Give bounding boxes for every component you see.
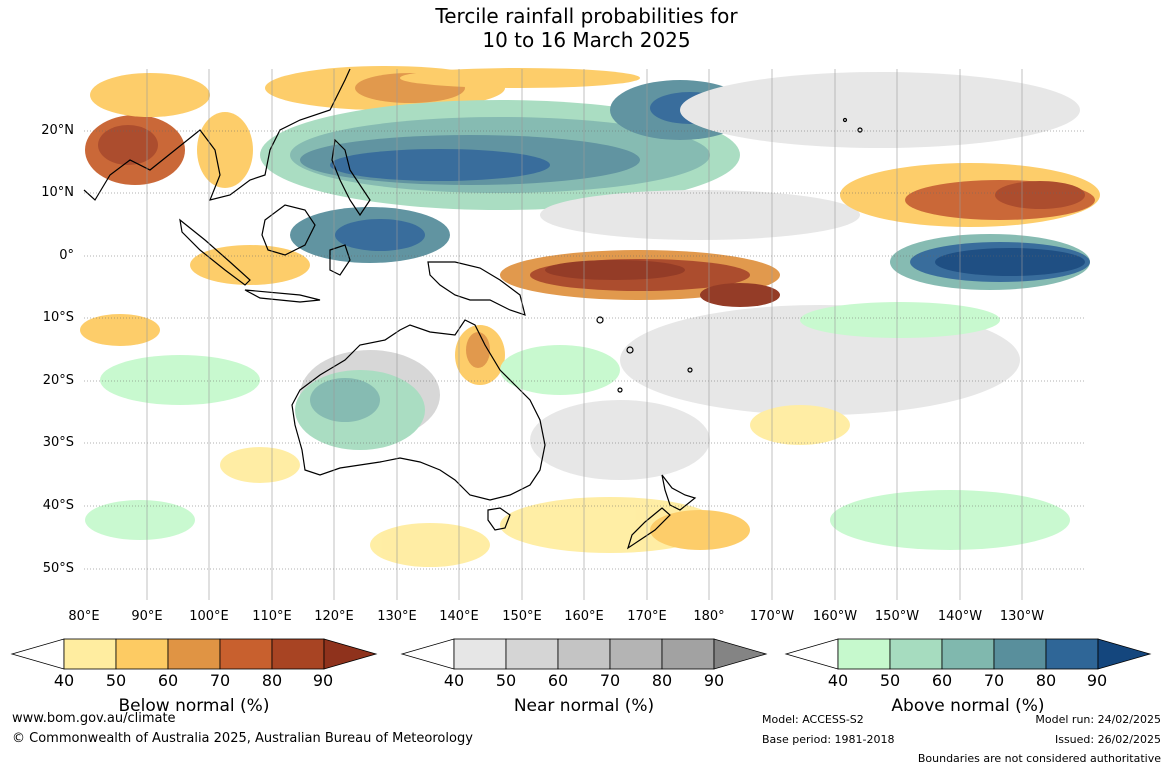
- footer-copyright: © Commonwealth of Australia 2025, Austra…: [12, 731, 473, 746]
- legend-bar-near: [400, 638, 768, 670]
- legend-below-title: Below normal (%): [118, 696, 270, 716]
- footer-model-run: Model run: 24/02/2025: [1035, 713, 1161, 726]
- legend-above-title: Above normal (%): [891, 696, 1045, 716]
- legend-swatch: [557, 638, 611, 670]
- legend-above-tick: 80: [1035, 671, 1057, 690]
- legend-below-tick: 60: [157, 671, 179, 690]
- lon-label-130w: 130°W: [999, 609, 1045, 624]
- legend-swatch: [219, 638, 273, 670]
- lat-label-10s: 10°S: [42, 310, 74, 325]
- legend-near-title: Near normal (%): [513, 696, 655, 716]
- legend-above-tick: 50: [879, 671, 901, 690]
- legend-arrow-high: [1097, 638, 1152, 670]
- lat-label-20s: 20°S: [42, 373, 74, 388]
- lon-label-160w: 160°W: [812, 609, 858, 624]
- legend-above-tick: 40: [827, 671, 849, 690]
- legend-swatch: [271, 638, 325, 670]
- lon-label-80e: 80°E: [68, 609, 100, 624]
- legend-swatch: [167, 638, 221, 670]
- legend-near-tick: 90: [703, 671, 725, 690]
- legend-arrow-high: [323, 638, 378, 670]
- legend-swatch: [837, 638, 891, 670]
- legend-swatch: [453, 638, 507, 670]
- legend-near-tick: 50: [495, 671, 517, 690]
- meridians: [146, 69, 1023, 600]
- legend-below-tick: 90: [312, 671, 334, 690]
- legend-swatch: [63, 638, 117, 670]
- legend-arrow-high: [713, 638, 768, 670]
- lon-label-140w: 140°W: [937, 609, 983, 624]
- footer-boundaries-note: Boundaries are not considered authoritat…: [917, 752, 1161, 765]
- legend-swatch: [1045, 638, 1099, 670]
- lon-label-110e: 110°E: [252, 609, 292, 624]
- title-line-2: 10 to 16 March 2025: [482, 28, 691, 52]
- legend-swatch: [505, 638, 559, 670]
- footer-issued: Issued: 26/02/2025: [1054, 733, 1161, 746]
- lon-label-100e: 100°E: [189, 609, 229, 624]
- legend-below-tick: 70: [209, 671, 231, 690]
- legend-arrow-low: [10, 638, 65, 670]
- lat-label-40s: 40°S: [42, 498, 74, 513]
- legend-arrow-low: [400, 638, 455, 670]
- legend-bar-below: [10, 638, 378, 670]
- legend-below-tick: 40: [53, 671, 75, 690]
- probability-patches: [80, 66, 1100, 567]
- legend-bar-above: [784, 638, 1152, 670]
- lon-label-90e: 90°E: [131, 609, 163, 624]
- lat-label-50s: 50°S: [42, 561, 74, 576]
- lat-label-10n: 10°N: [41, 185, 74, 200]
- chart-title: Tercile rainfall probabilities for 10 to…: [0, 4, 1173, 52]
- legend-below-tick: 50: [105, 671, 127, 690]
- lon-label-170e: 170°E: [627, 609, 667, 624]
- lon-label-150e: 150°E: [502, 609, 542, 624]
- legend-swatch: [661, 638, 715, 670]
- lon-label-160e: 160°E: [564, 609, 604, 624]
- lon-label-140e: 140°E: [439, 609, 479, 624]
- coastlines: [83, 68, 863, 550]
- title-line-1: Tercile rainfall probabilities for: [435, 4, 738, 28]
- footer-url[interactable]: www.bom.gov.au/climate: [12, 711, 176, 726]
- legend-below-tick: 80: [261, 671, 283, 690]
- graticule: [84, 130, 1085, 570]
- legend-above-tick: 90: [1086, 671, 1108, 690]
- lat-label-0: 0°: [59, 248, 74, 263]
- lon-label-150w: 150°W: [874, 609, 920, 624]
- legend-above-tick: 70: [983, 671, 1005, 690]
- legend-above-tick: 60: [931, 671, 953, 690]
- legend-near-tick: 70: [599, 671, 621, 690]
- legend-swatch: [115, 638, 169, 670]
- legend-swatch: [941, 638, 995, 670]
- lon-label-130e: 130°E: [377, 609, 417, 624]
- lon-label-170w: 170°W: [749, 609, 795, 624]
- lat-label-30s: 30°S: [42, 435, 74, 450]
- legend-swatch: [609, 638, 663, 670]
- legend-near-tick: 60: [547, 671, 569, 690]
- map-frame: [80, 66, 1100, 600]
- legend-arrow-low: [784, 638, 839, 670]
- lat-label-20n: 20°N: [41, 123, 74, 138]
- footer-base-period: Base period: 1981-2018: [762, 733, 895, 746]
- lon-label-180: 180°: [693, 609, 725, 624]
- legend-near-tick: 80: [651, 671, 673, 690]
- legend-swatch: [889, 638, 943, 670]
- footer-model: Model: ACCESS-S2: [762, 713, 864, 726]
- legend-swatch: [993, 638, 1047, 670]
- legend-near-tick: 40: [443, 671, 465, 690]
- lon-label-120e: 120°E: [314, 609, 354, 624]
